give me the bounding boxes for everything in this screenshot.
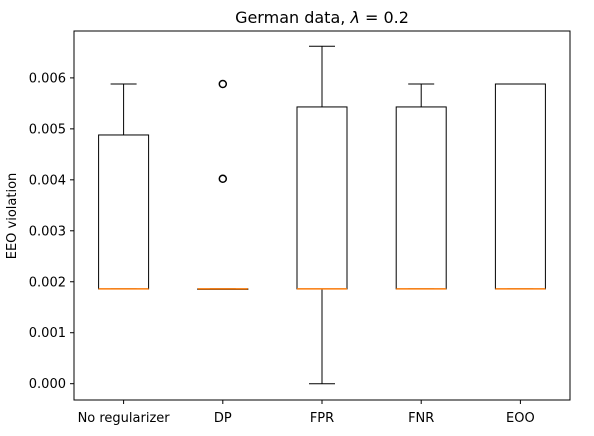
y-axis-label: EEO violation (5, 173, 20, 260)
y-tick-label: 0.006 (29, 71, 66, 86)
chart-title: German data, λ = 0.2 (235, 8, 409, 27)
y-tick-label: 0.004 (29, 173, 66, 188)
chart-title-lambda: λ (349, 8, 359, 27)
iqr-box (98, 134, 150, 290)
y-tick-label: 0.003 (29, 224, 66, 239)
x-tick-label: DP (214, 411, 232, 426)
iqr-box (494, 83, 546, 290)
outlier-point (218, 174, 228, 184)
chart-title-suffix: = 0.2 (360, 8, 409, 27)
chart-title-prefix: German data, (235, 8, 350, 27)
x-tick-label: No regularizer (78, 411, 171, 426)
plot-area: 0.000 0.001 0.002 0.003 0.004 0.005 0.006 No re… (29, 30, 571, 426)
iqr-box (296, 106, 348, 290)
y-tick-label: 0.002 (29, 275, 66, 290)
outlier-point (218, 79, 228, 89)
x-tick-label: FNR (408, 411, 434, 426)
y-tick-label: 0.005 (29, 122, 66, 137)
iqr-box (395, 106, 447, 290)
y-tick-label: 0.000 (29, 377, 66, 392)
y-tick-label: 0.001 (29, 326, 66, 341)
x-tick-label: FPR (310, 411, 334, 426)
x-tick-label: EOO (506, 411, 535, 426)
